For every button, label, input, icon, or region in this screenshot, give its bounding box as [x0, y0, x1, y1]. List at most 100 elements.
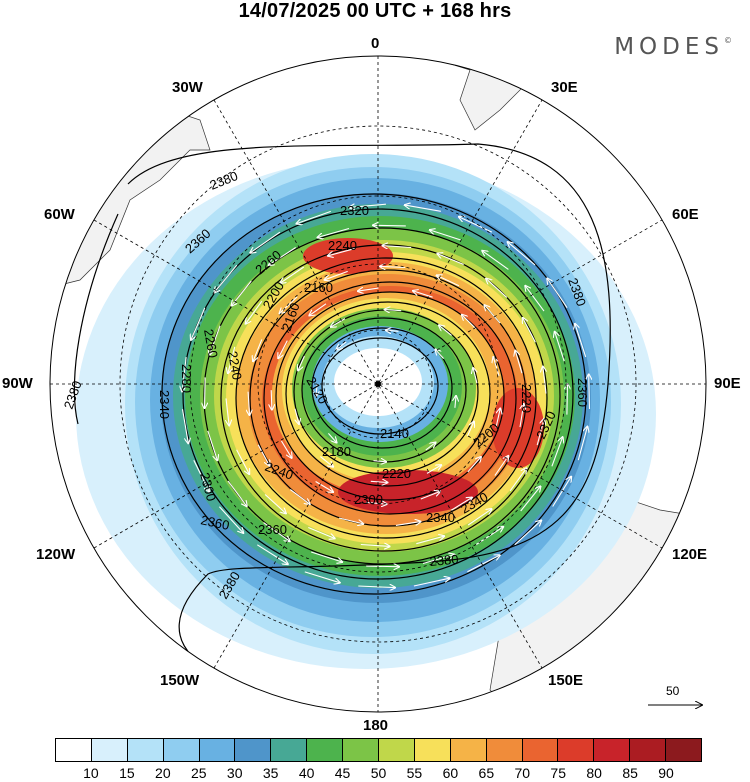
contour-2120 — [321, 337, 439, 435]
colorbar-label: 60 — [442, 765, 459, 781]
wind-arrow — [519, 404, 524, 428]
contour-label: 2340 — [157, 390, 172, 419]
colorbar-label: 65 — [478, 765, 495, 781]
wind-arrow — [257, 544, 288, 564]
wind-arrow — [331, 318, 346, 327]
colorbar-box — [162, 738, 199, 762]
wind-arrow — [395, 522, 421, 526]
colorbar-box — [449, 738, 486, 762]
contour-2260 — [249, 269, 527, 527]
wind-arrow — [309, 303, 327, 316]
meridian-150 — [213, 99, 543, 669]
wind-arrow — [269, 247, 297, 266]
wind-arrow — [508, 242, 536, 266]
south-pole-dot — [375, 381, 381, 387]
wind-arrow — [385, 310, 402, 311]
wind-arrow — [182, 357, 187, 391]
vector-legend: 50 — [646, 684, 706, 714]
wind-arrow — [191, 307, 206, 340]
wind-arrow — [289, 489, 309, 505]
colorbar-labels: 10 15 20 25 30 35 40 45 50 55 60 65 70 75 80 85 90 — [55, 765, 702, 782]
lon-label-60e: 60E — [672, 206, 699, 223]
wind-arrow — [337, 341, 347, 350]
wind-arrow — [473, 368, 477, 384]
colorbar-box — [485, 738, 522, 762]
colorbar-label: 25 — [190, 765, 207, 781]
colorbar-label: 20 — [155, 765, 171, 781]
map-title: 14/07/2025 00 UTC + 168 hrs — [238, 0, 512, 22]
wind-arrow — [405, 205, 441, 212]
colorbar-box — [629, 738, 666, 762]
contour-2200 — [285, 301, 491, 487]
wind-arrow — [420, 492, 440, 500]
contour-label: 2240 — [225, 350, 245, 381]
contour-label: 2300 — [354, 492, 383, 507]
contour-2380 — [127, 143, 611, 675]
wind-arrow — [577, 427, 587, 461]
wind-arrow — [413, 578, 450, 587]
colorbar-box — [306, 738, 343, 762]
contour-label: 2360 — [575, 378, 590, 407]
wind-arrow — [462, 315, 477, 330]
wind-arrow — [467, 422, 474, 437]
wind-arrow — [315, 481, 333, 492]
lon-label-90w: 90W — [2, 375, 33, 392]
contour-label: 2360 — [258, 522, 287, 537]
contour-label: 2180 — [322, 444, 351, 459]
contour-label: 2320 — [340, 203, 369, 218]
wind-arrow — [514, 521, 541, 546]
latitude-circle-3 — [257, 263, 499, 505]
colorbar-label: 55 — [406, 765, 423, 781]
wind-arrow — [555, 332, 565, 362]
contour-2380-west — [73, 213, 119, 425]
lon-label-60w: 60W — [44, 206, 75, 223]
wind-arrow — [495, 409, 500, 428]
wind-arrow — [467, 509, 491, 526]
wind-arrow — [436, 350, 445, 359]
wind-arrow — [486, 279, 508, 298]
colorbar-label: 75 — [550, 765, 567, 781]
colorbar-box — [342, 738, 379, 762]
lon-label-30e: 30E — [551, 79, 578, 96]
colorbar-box — [378, 738, 414, 762]
wind-arrow — [214, 264, 238, 292]
wind-arrow — [338, 517, 363, 524]
meridian-60 — [93, 219, 663, 549]
wind-arrow — [181, 409, 189, 443]
lon-label-30w: 30W — [172, 79, 203, 96]
wind-arrow — [439, 325, 452, 336]
wind-arrow — [482, 251, 509, 270]
colorbar-label: 15 — [119, 765, 135, 781]
wind-arrow — [327, 433, 336, 442]
wind-arrow — [467, 555, 499, 573]
copyright-mark: © — [724, 36, 732, 45]
wind-arrow — [257, 444, 269, 466]
logo-text: MODES — [614, 34, 724, 60]
wind-arrow — [358, 586, 395, 588]
colorbar-box — [557, 738, 594, 762]
wind-arrow — [373, 461, 387, 462]
lon-label-180: 180 — [363, 717, 389, 734]
contour-2320 — [203, 227, 561, 565]
colorbar-label: 90 — [658, 765, 674, 781]
wind-arrow — [416, 536, 444, 545]
wind-arrow — [349, 204, 386, 207]
lon-label-150e: 150E — [548, 672, 584, 689]
modes-logo: MODES© — [614, 34, 732, 60]
wind-arrow — [547, 279, 568, 309]
lon-label-90e: 90E — [714, 375, 741, 392]
colorbar-label: 85 — [622, 765, 638, 781]
wind-arrow — [551, 437, 563, 467]
wind-arrow — [281, 266, 305, 283]
colorbar-box — [90, 738, 127, 762]
geopotential-contours — [73, 143, 611, 675]
wind-arrow — [422, 555, 454, 565]
wind-arrow — [328, 247, 356, 256]
contour-label: 2380 — [429, 552, 459, 569]
wind-arrow — [205, 377, 206, 408]
wind-arrow — [455, 396, 456, 408]
wind-arrow — [278, 340, 288, 359]
colorbar-box — [270, 738, 307, 762]
wind-arrow — [459, 217, 493, 233]
